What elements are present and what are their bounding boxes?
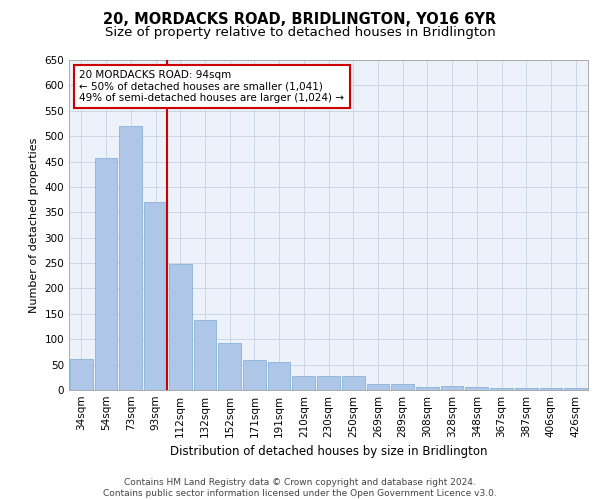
Bar bbox=[466, 388, 488, 390]
Bar bbox=[564, 388, 587, 390]
Bar bbox=[194, 320, 216, 390]
Bar bbox=[119, 126, 142, 390]
Bar bbox=[144, 202, 167, 390]
Y-axis label: Number of detached properties: Number of detached properties bbox=[29, 138, 39, 312]
Bar bbox=[218, 344, 241, 390]
Bar bbox=[95, 158, 118, 390]
Bar bbox=[539, 388, 562, 390]
Bar bbox=[515, 388, 538, 390]
Bar bbox=[342, 376, 365, 390]
Text: 20, MORDACKS ROAD, BRIDLINGTON, YO16 6YR: 20, MORDACKS ROAD, BRIDLINGTON, YO16 6YR bbox=[103, 12, 497, 28]
Bar bbox=[268, 362, 290, 390]
Bar bbox=[490, 388, 513, 390]
Bar bbox=[70, 358, 93, 390]
Bar bbox=[292, 376, 315, 390]
X-axis label: Distribution of detached houses by size in Bridlington: Distribution of detached houses by size … bbox=[170, 446, 487, 458]
Bar bbox=[169, 264, 191, 390]
Bar bbox=[243, 360, 266, 390]
Bar bbox=[416, 388, 439, 390]
Text: Contains HM Land Registry data © Crown copyright and database right 2024.
Contai: Contains HM Land Registry data © Crown c… bbox=[103, 478, 497, 498]
Bar bbox=[391, 384, 414, 390]
Text: Size of property relative to detached houses in Bridlington: Size of property relative to detached ho… bbox=[104, 26, 496, 39]
Bar bbox=[441, 386, 463, 390]
Bar bbox=[317, 376, 340, 390]
Text: 20 MORDACKS ROAD: 94sqm
← 50% of detached houses are smaller (1,041)
49% of semi: 20 MORDACKS ROAD: 94sqm ← 50% of detache… bbox=[79, 70, 344, 103]
Bar bbox=[367, 384, 389, 390]
